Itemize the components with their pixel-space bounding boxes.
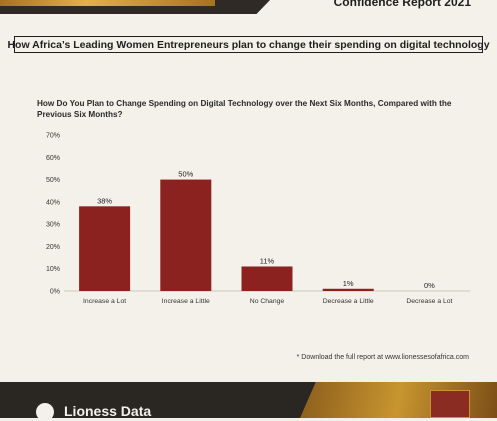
y-tick-label: 50% <box>46 177 60 184</box>
data-label: 50% <box>178 170 193 179</box>
bar <box>322 288 374 291</box>
y-tick-label: 40% <box>46 199 60 206</box>
y-tick-label: 30% <box>46 222 60 229</box>
y-tick-label: 0% <box>50 289 60 296</box>
y-tick-label: 20% <box>46 244 60 251</box>
x-tick-label: No Change <box>250 298 285 305</box>
bar <box>241 266 293 291</box>
x-tick-label: Increase a Lot <box>83 298 126 305</box>
y-tick-label: 60% <box>46 155 60 162</box>
x-tick-label: Increase a Little <box>162 298 210 305</box>
data-label: 38% <box>97 196 112 205</box>
logo-text: Lioness Data <box>64 403 152 419</box>
headline: How Africa’s Leading Women Entrepreneurs… <box>7 36 490 53</box>
x-tick-label: Decrease a Lot <box>406 298 452 305</box>
chart-title: How Do You Plan to Change Spending on Di… <box>37 99 452 119</box>
report-label: Confidence Report 2021 <box>333 0 471 9</box>
y-tick-label: 10% <box>46 266 60 273</box>
map-emblem-icon <box>430 390 470 418</box>
bar <box>160 179 212 291</box>
footnote: * Download the full report at www.liones… <box>296 354 469 361</box>
data-label: 1% <box>343 279 354 288</box>
data-label: 11% <box>260 256 275 265</box>
data-label: 0% <box>424 281 435 290</box>
lioness-logo-icon <box>36 403 54 421</box>
bar <box>79 206 131 291</box>
x-tick-label: Decrease a Little <box>323 298 374 305</box>
top-banner-gold <box>0 0 215 6</box>
y-tick-label: 70% <box>46 133 60 140</box>
